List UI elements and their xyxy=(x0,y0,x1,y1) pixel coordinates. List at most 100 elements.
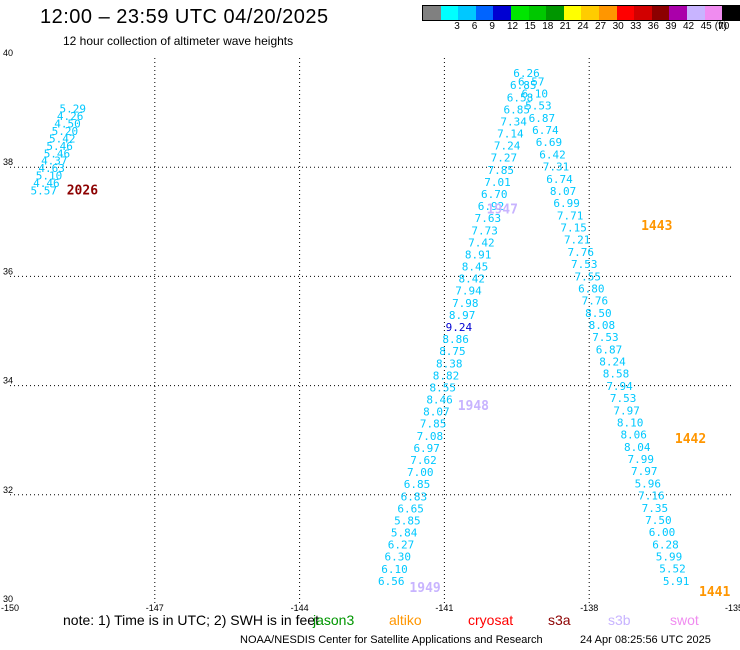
swh-value: 6.85 xyxy=(404,478,431,491)
swh-value: 7.01 xyxy=(484,176,511,189)
swh-value: 6.87 xyxy=(529,112,556,125)
swh-value: 7.53 xyxy=(592,331,619,344)
swh-value: 5.53 xyxy=(525,100,552,113)
satellite-legend-altiko: altiko xyxy=(389,612,422,628)
colorbar-tick-label: 27 xyxy=(595,21,607,32)
swh-value: 7.76 xyxy=(567,246,594,259)
swh-value: 6.80 xyxy=(578,282,605,295)
colorbar-tick-label: 39 xyxy=(665,21,677,32)
swh-value: 6.74 xyxy=(532,124,559,137)
swh-value: 6.69 xyxy=(536,136,563,149)
lat-tick-label: 38 xyxy=(3,157,13,167)
swh-value: 6.70 xyxy=(481,188,508,201)
swh-value: 4.63 xyxy=(38,162,65,175)
colorbar-swatch xyxy=(704,6,723,20)
colorbar-swatch xyxy=(722,6,740,20)
swh-value: 8.58 xyxy=(603,368,630,381)
colorbar-tick-label: 6 xyxy=(471,21,478,32)
swh-value: 5.20 xyxy=(52,125,79,138)
colorbar-tick-label: 9 xyxy=(489,21,495,32)
swh-value: 8.38 xyxy=(436,357,463,370)
swh-value: 4.50 xyxy=(54,117,81,130)
lon-tick-label: -135 xyxy=(725,603,740,613)
swh-value: 8.55 xyxy=(430,381,457,394)
colorbar-tick-label: 30 xyxy=(612,21,624,32)
swh-value: 7.85 xyxy=(487,164,514,177)
colorbar-swatch xyxy=(546,6,564,20)
lon-tick-label: -147 xyxy=(146,603,164,613)
lon-tick-label: -144 xyxy=(291,603,309,613)
swh-value: 5.42 xyxy=(49,132,76,145)
swh-value: 7.15 xyxy=(560,222,587,235)
lat-tick-label: 30 xyxy=(3,594,13,604)
swh-value: 7.08 xyxy=(417,430,444,443)
pass-time-label: 1949 xyxy=(409,581,440,596)
swh-value: 6.85 xyxy=(510,79,537,92)
colorbar xyxy=(422,5,740,21)
swh-value: 7.16 xyxy=(638,490,665,503)
swh-value: 6.74 xyxy=(546,173,573,186)
pass-time-label: 1441 xyxy=(699,585,730,600)
swh-value: 8.45 xyxy=(462,261,489,274)
footer-credit: NOAA/NESDIS Center for Satellite Applica… xyxy=(240,634,543,646)
colorbar-tick-label: 12 xyxy=(507,21,519,32)
colorbar-swatch xyxy=(563,6,582,20)
swh-value: 8.04 xyxy=(624,441,651,454)
colorbar-tick-label: 70 xyxy=(718,21,730,32)
colorbar-swatch xyxy=(651,6,670,20)
colorbar-tick-label: 3 xyxy=(454,21,460,32)
swh-value: 8.07 xyxy=(423,406,450,419)
colorbar-swatch xyxy=(458,6,476,20)
swh-value: 5.91 xyxy=(663,575,690,588)
colorbar-swatch xyxy=(616,6,635,20)
swh-value: 7.97 xyxy=(631,465,658,478)
swh-value: 6.10 xyxy=(381,563,408,576)
satellite-legend-jason3: jason3 xyxy=(313,612,355,628)
lon-tick-label: -138 xyxy=(580,603,598,613)
swh-value: 7.21 xyxy=(564,234,591,247)
swh-value: 7.00 xyxy=(407,466,434,479)
swh-value: 5.52 xyxy=(659,563,686,576)
colorbar-unit: (ft) xyxy=(714,21,728,32)
swh-value: 7.76 xyxy=(582,295,609,308)
colorbar-swatch xyxy=(528,6,547,20)
lon-tick-label: -150 xyxy=(1,603,19,613)
colorbar-swatch xyxy=(634,6,652,20)
swh-value: 7.97 xyxy=(613,404,640,417)
swh-value: 7.98 xyxy=(452,297,479,310)
swh-value: 8.24 xyxy=(599,356,626,369)
colorbar-swatch xyxy=(686,6,705,20)
swh-value: 6.42 xyxy=(539,148,566,161)
swh-value: 5.84 xyxy=(391,527,418,540)
swh-value: 7.73 xyxy=(471,224,498,237)
pass-time-label: 1443 xyxy=(641,219,672,234)
swh-value: 7.63 xyxy=(475,212,502,225)
colorbar-swatch xyxy=(598,6,617,20)
swh-value: 8.06 xyxy=(620,429,647,442)
map-subtitle: 12 hour collection of altimeter wave hei… xyxy=(63,34,294,48)
pass-time-label: 1442 xyxy=(675,432,706,447)
lon-tick-label: -141 xyxy=(435,603,453,613)
colorbar-swatch xyxy=(440,6,459,20)
swh-value: 5.96 xyxy=(635,477,662,490)
swh-value: 6.28 xyxy=(652,538,679,551)
colorbar-swatch xyxy=(510,6,529,20)
swh-value: 6.99 xyxy=(553,197,580,210)
colorbar-tick-label: 45 xyxy=(700,21,712,32)
swh-value: 5.29 xyxy=(59,103,86,116)
swh-value: 6.87 xyxy=(596,343,623,356)
swh-value: 9.24 xyxy=(446,321,473,334)
swh-value: 7.42 xyxy=(468,236,495,249)
swh-value: 6.85 xyxy=(504,103,531,116)
satellite-legend-s3a: s3a xyxy=(548,612,571,628)
swh-value: 7.14 xyxy=(497,128,524,141)
swh-value: 4.37 xyxy=(41,155,68,168)
swh-value: 7.94 xyxy=(606,380,633,393)
swh-value: 6.00 xyxy=(649,526,676,539)
pass-time-label: 2026 xyxy=(67,184,98,199)
footer-timestamp: 24 Apr 08:25:56 UTC 2025 xyxy=(580,634,711,646)
swh-value: 8.50 xyxy=(585,307,612,320)
lat-tick-label: 34 xyxy=(3,376,13,386)
colorbar-swatch xyxy=(669,6,687,20)
